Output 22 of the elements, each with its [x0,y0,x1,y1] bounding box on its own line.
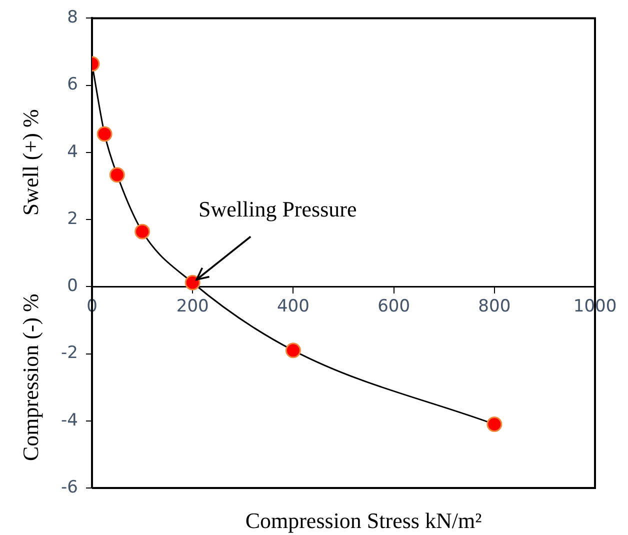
y-tick-label: 6 [67,74,78,95]
y-tick-label: 4 [67,142,78,162]
y-tick-label: -2 [61,343,78,364]
point [184,274,200,290]
annotation: Swelling Pressure [198,196,357,222]
y-tick-label: -6 [61,477,78,498]
y-tick-label: 2 [67,208,78,229]
y-tick-label: -4 [61,410,78,430]
point [285,342,301,358]
point [96,126,112,142]
x-tick-label: 800 [478,296,511,316]
text: Compression (-) % [18,294,43,462]
x-tick-label: 200 [176,296,209,316]
x-axis-title: Compression Stress kN/m² [245,508,482,533]
x-tick-label: 400 [276,296,310,316]
point [109,167,125,183]
point [486,416,502,432]
x-tick-label: 600 [378,296,410,316]
y-tick-label: 8 [67,8,78,28]
point [134,224,150,240]
y-axis-title: Swell (+) % [18,109,43,216]
y-tick-label: 0 [67,276,78,296]
